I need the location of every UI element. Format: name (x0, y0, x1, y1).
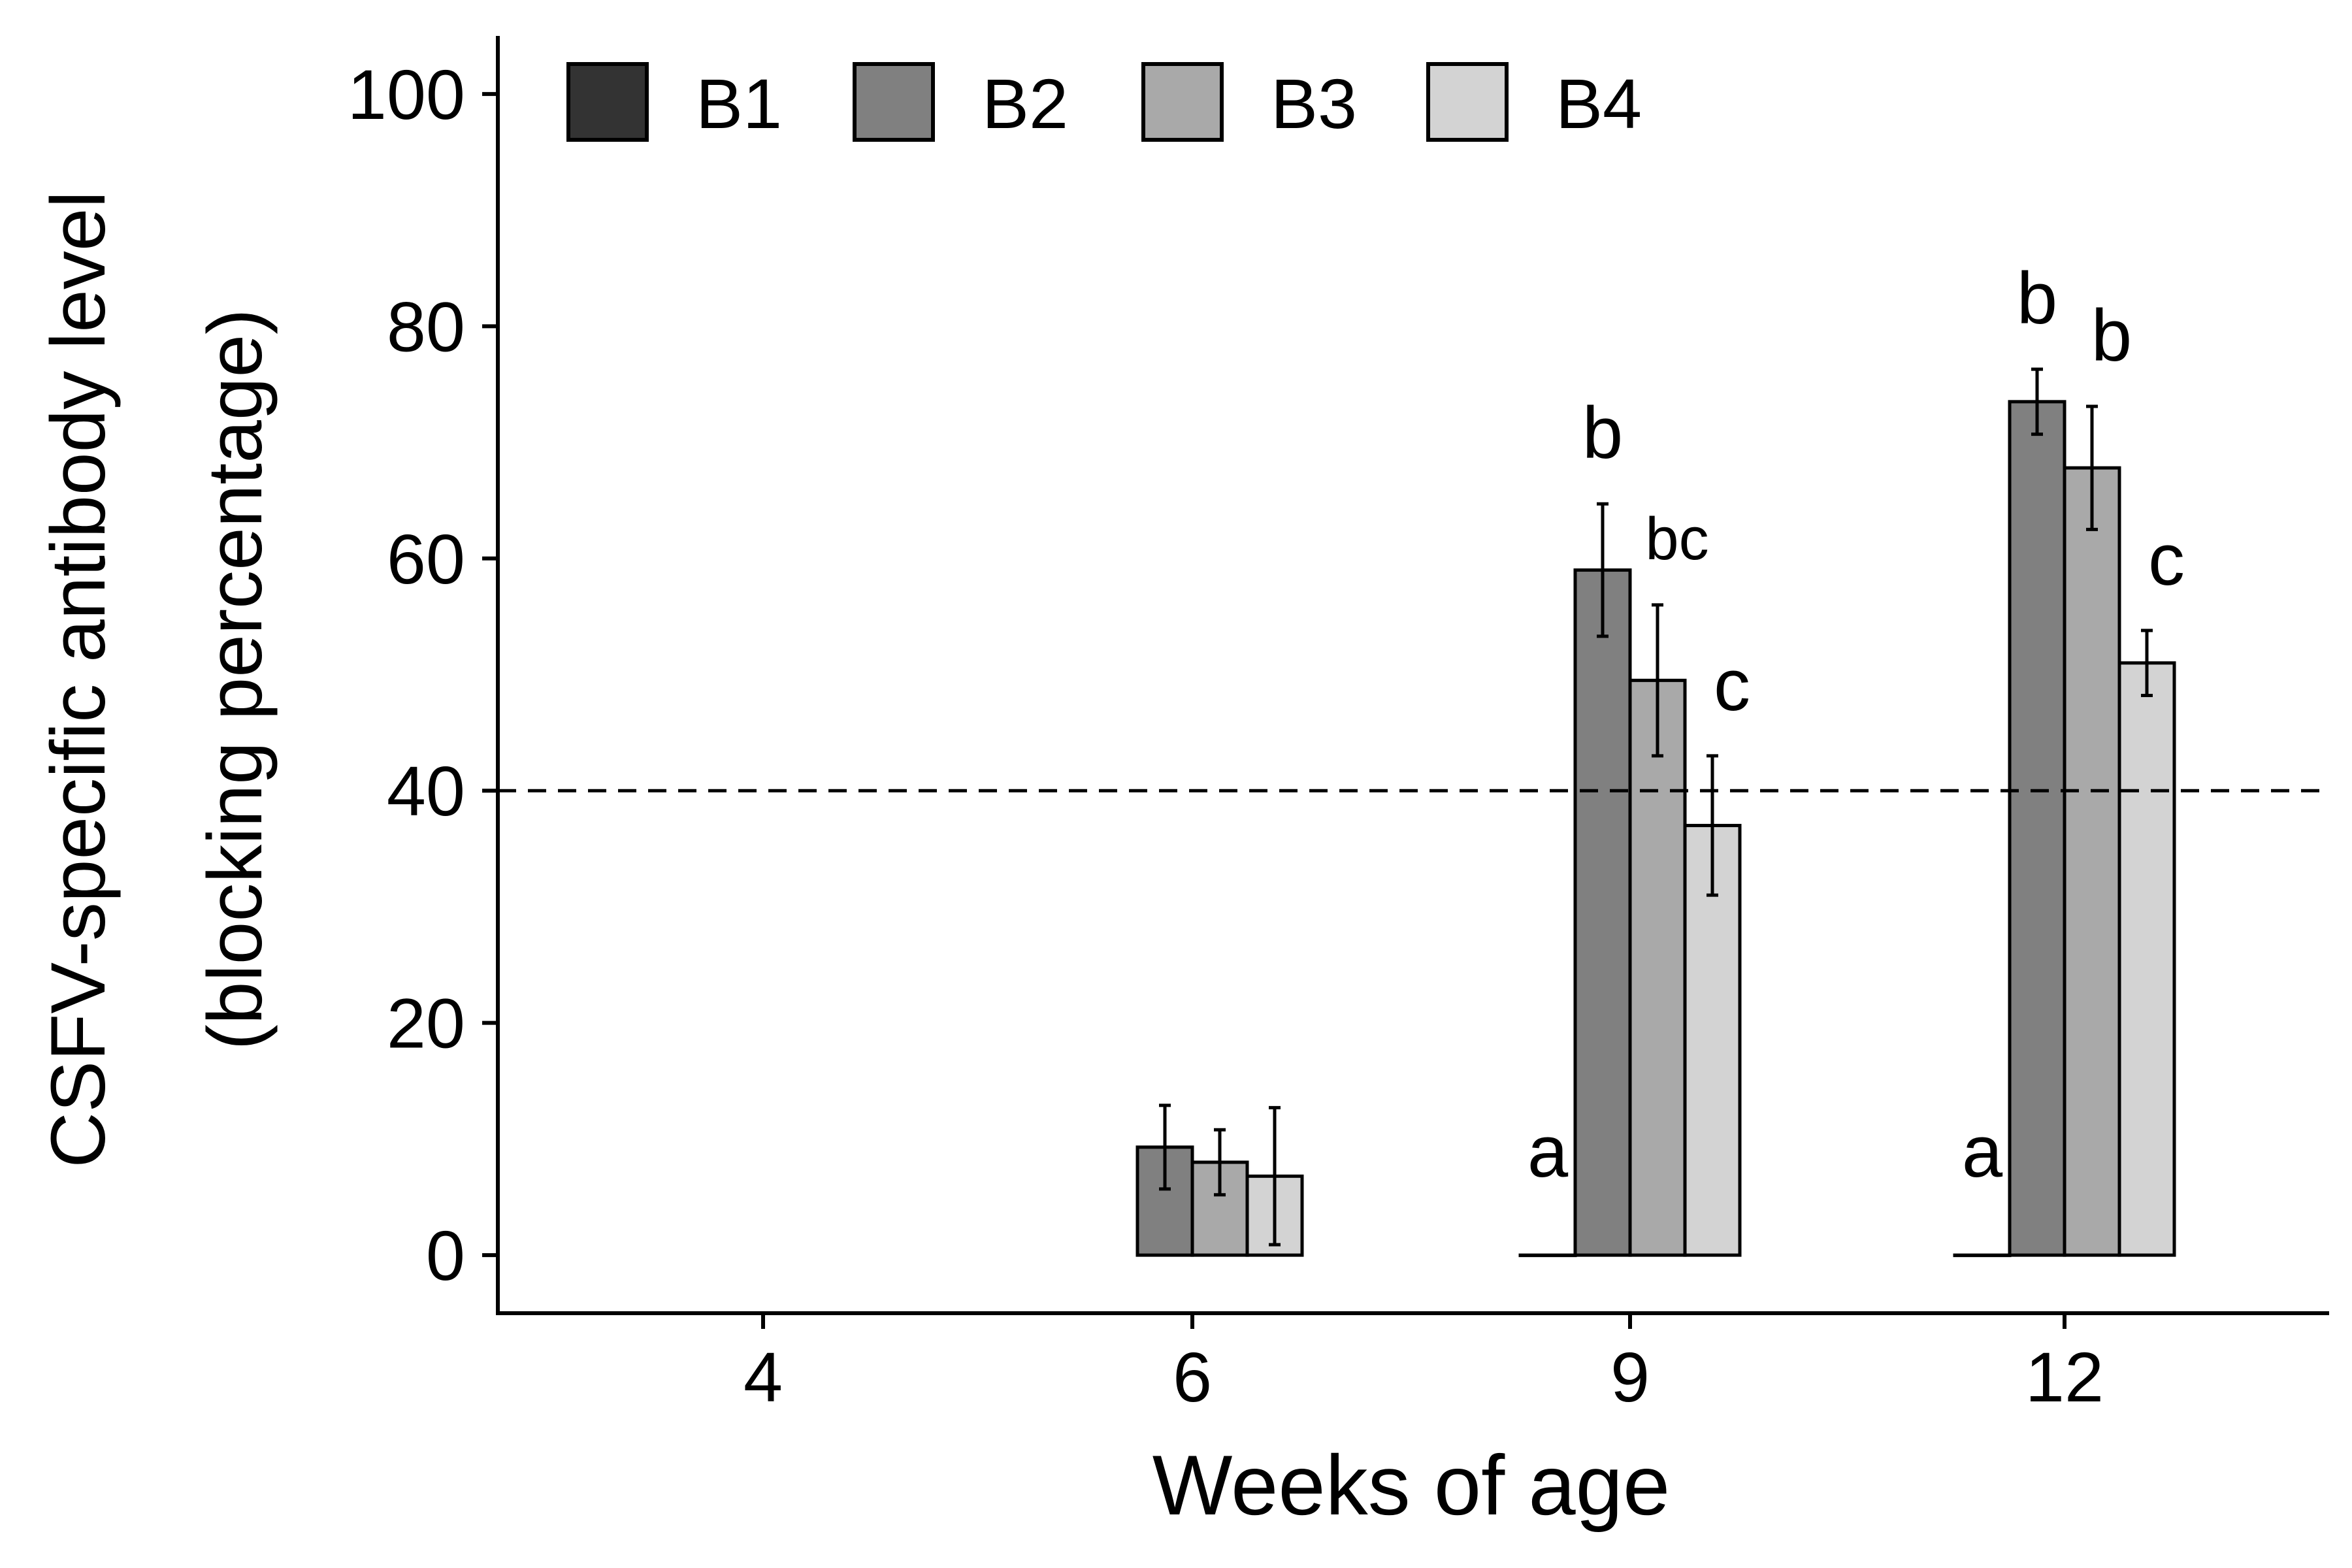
y-tick-label: 20 (387, 984, 465, 1063)
significance-label: a (1962, 1111, 2003, 1192)
bar (1683, 824, 1742, 1257)
y-tick-label: 100 (348, 55, 465, 134)
bar (2063, 466, 2121, 1257)
legend-label: B1 (696, 64, 782, 143)
x-tick-label: 6 (1173, 1337, 1212, 1416)
x-axis-title: Weeks of age (1152, 1437, 1671, 1533)
bar (1628, 678, 1687, 1257)
x-tick-label: 12 (2025, 1337, 2104, 1416)
legend: B1 B2 B3 B4 (566, 62, 1642, 143)
y-axis-title-line-2: (blocking percentage) (192, 309, 278, 1051)
legend-swatch (1141, 62, 1224, 142)
y-axis-title: CSFV-specific antibody level (blocking p… (35, 191, 278, 1168)
bar (1953, 1253, 2012, 1258)
legend-swatch (853, 62, 935, 142)
legend-swatch (566, 62, 649, 142)
significance-label: a (1527, 1111, 1569, 1192)
legend-swatch (1426, 62, 1509, 142)
legend-label: B2 (982, 64, 1068, 143)
x-tick-label: 9 (1610, 1337, 1650, 1416)
bar (2117, 661, 2176, 1257)
y-tick-label: 40 (387, 751, 465, 830)
significance-label: b (1582, 392, 1623, 474)
y-tick-label: 80 (387, 287, 465, 366)
significance-label: b (2017, 257, 2057, 339)
legend-label: B3 (1271, 64, 1357, 143)
significance-label: b (2091, 295, 2132, 376)
y-tick-label: 0 (426, 1216, 465, 1295)
legend-label: B4 (1556, 64, 1642, 143)
significance-label: bc (1645, 506, 1708, 572)
y-tick-label: 60 (387, 519, 465, 598)
significance-label: c (1714, 644, 1750, 726)
bar (2008, 400, 2066, 1257)
y-axis-title-line-1: CSFV-specific antibody level (35, 191, 122, 1168)
bar (1518, 1253, 1577, 1258)
x-tick-label: 4 (743, 1337, 783, 1416)
significance-label: c (2148, 519, 2185, 600)
bar (1573, 568, 1632, 1257)
